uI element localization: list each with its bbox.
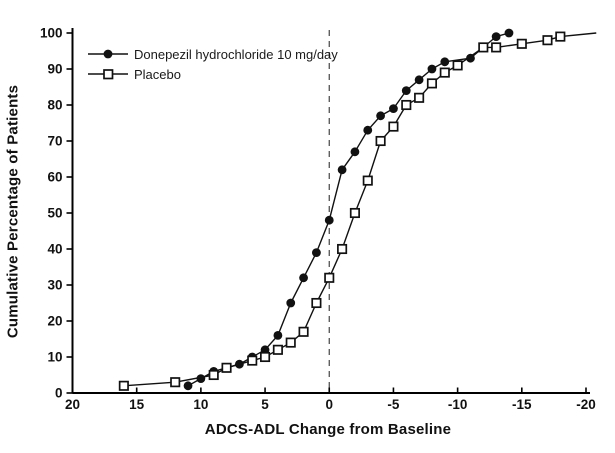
y-tick-label: 70 <box>47 134 62 149</box>
marker-filled-circle <box>324 215 334 225</box>
marker-filled-circle <box>466 53 475 63</box>
series-line-0 <box>187 32 510 387</box>
marker-filled-circle <box>376 111 385 121</box>
marker-open-square <box>542 35 553 46</box>
marker-filled-circle <box>286 298 296 308</box>
x-tick-label: 15 <box>129 397 145 412</box>
marker-open-square <box>221 362 232 373</box>
marker-open-square <box>426 78 437 89</box>
y-tick-label: 20 <box>47 314 62 329</box>
marker-filled-circle <box>350 147 360 157</box>
marker-open-square <box>362 175 373 186</box>
marker-open-square <box>414 92 425 103</box>
x-axis-title: ADCS-ADL Change from Baseline <box>204 421 452 438</box>
series-line-1 <box>123 32 597 387</box>
y-tick-label: 50 <box>47 206 62 221</box>
legend-label-donepezil: Donepezil hydrochloride 10 mg/day <box>134 46 338 62</box>
marker-open-square <box>375 135 386 147</box>
x-tick-label: -10 <box>448 397 468 412</box>
marker-filled-circle <box>427 64 437 74</box>
x-tick-label: -15 <box>512 397 532 412</box>
x-tick-label: -20 <box>576 397 596 412</box>
legend-item-donepezil: Donepezil hydrochloride 10 mg/day <box>86 44 338 64</box>
marker-filled-circle <box>401 86 411 95</box>
x-tick-label: -5 <box>387 397 399 412</box>
marker-open-square <box>324 272 335 283</box>
marker-open-square <box>491 42 502 53</box>
y-tick-label: 60 <box>47 170 62 185</box>
marker-open-square <box>311 297 322 309</box>
marker-filled-circle <box>414 75 424 85</box>
marker-open-square <box>439 67 450 78</box>
marker-open-square <box>337 243 348 255</box>
marker-open-square <box>285 337 296 348</box>
y-tick-label: 0 <box>55 386 63 401</box>
marker-filled-circle <box>389 104 398 113</box>
marker-filled-circle <box>234 359 244 369</box>
marker-filled-circle <box>491 32 501 41</box>
y-tick-label: 30 <box>47 278 62 293</box>
marker-filled-circle <box>363 125 373 135</box>
y-tick-label: 80 <box>47 98 62 113</box>
marker-open-square <box>170 377 181 388</box>
marker-open-square <box>478 42 489 53</box>
marker-filled-circle <box>196 374 206 383</box>
legend: Donepezil hydrochloride 10 mg/day Placeb… <box>86 44 338 84</box>
marker-filled-circle <box>273 331 283 340</box>
legend-marker-filled-circle <box>88 49 128 59</box>
x-tick-label: 10 <box>193 397 208 412</box>
y-tick-label: 10 <box>47 350 62 365</box>
x-tick-label: 5 <box>261 397 269 412</box>
marker-open-square <box>298 326 309 337</box>
legend-label-placebo: Placebo <box>134 66 181 82</box>
marker-filled-circle <box>183 381 193 391</box>
marker-open-square <box>118 380 129 391</box>
y-tick-label: 90 <box>47 62 62 77</box>
x-tick-label: 0 <box>325 397 333 412</box>
x-tick-label: 20 <box>65 397 80 412</box>
marker-open-square <box>247 355 258 366</box>
marker-filled-circle <box>299 273 308 283</box>
marker-open-square <box>388 121 399 132</box>
marker-filled-circle <box>337 165 347 175</box>
marker-open-square <box>349 207 360 219</box>
marker-open-square <box>452 60 463 71</box>
marker-open-square <box>516 38 527 49</box>
marker-open-square <box>272 344 283 355</box>
y-axis-title: Cumulative Percentage of Patients <box>4 84 22 339</box>
marker-open-square <box>401 99 412 111</box>
marker-filled-circle <box>504 28 514 38</box>
marker-open-square <box>555 31 566 42</box>
legend-marker-open-square <box>88 69 128 80</box>
y-tick-label: 100 <box>40 26 63 41</box>
legend-item-placebo: Placebo <box>86 64 338 84</box>
marker-open-square <box>208 369 219 381</box>
marker-filled-circle <box>312 248 321 257</box>
marker-filled-circle <box>440 57 450 67</box>
y-tick-label: 40 <box>47 242 62 257</box>
marker-open-square <box>260 351 271 363</box>
